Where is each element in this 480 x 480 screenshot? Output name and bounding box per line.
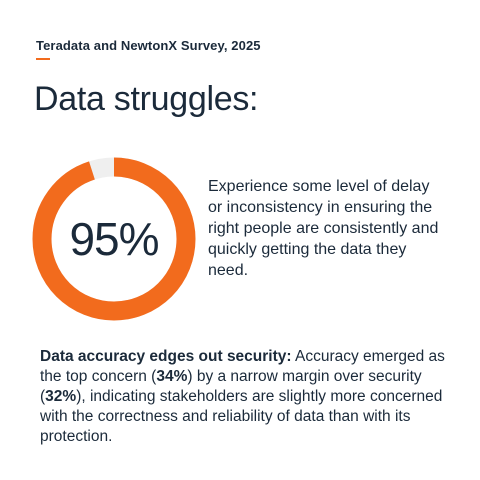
paragraph-text-1: Accuracy emerged as the top concern ( [40,348,445,385]
donut-chart [32,157,196,321]
accent-rule [36,58,50,60]
accuracy-value: 34% [156,368,188,385]
paragraph-text-3: ), indicating stakeholders are slightly … [40,388,443,445]
paragraph-lead: Data accuracy edges out security: [40,348,292,365]
accuracy-paragraph: Data accuracy edges out security: Accura… [40,347,452,447]
paragraph-text-2: ) by a narrow margin over security ( [40,368,422,405]
donut-value-arc [32,157,196,321]
source-citation: Teradata and NewtonX Survey, 2025 [36,38,261,53]
stat-description: Experience some level of delay or incons… [208,178,439,279]
security-value: 32% [45,388,77,405]
donut-percentage-label: 95% [69,213,159,265]
page-title: Data struggles: [34,80,259,118]
